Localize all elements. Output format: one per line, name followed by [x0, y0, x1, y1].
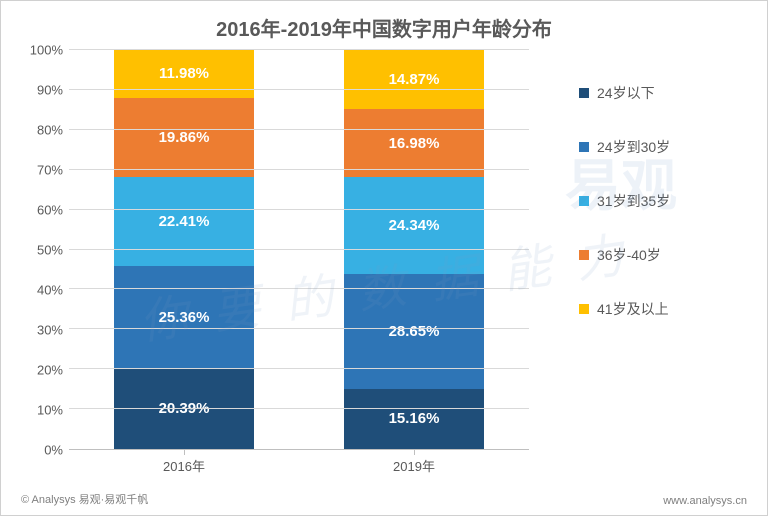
plot-row: 0%10%20%30%40%50%60%70%80%90%100% 20.39%…	[19, 50, 749, 450]
y-tick: 60%	[37, 203, 63, 218]
chart-title: 2016年-2019年中国数字用户年龄分布	[19, 13, 749, 42]
grid-line	[69, 288, 529, 289]
legend-item: 36岁-40岁	[579, 245, 749, 265]
x-axis: 2016年 2019年	[69, 456, 529, 475]
legend-label: 24岁以下	[597, 83, 655, 103]
legend-label: 41岁及以上	[597, 299, 669, 319]
y-tick: 20%	[37, 363, 63, 378]
x-tick: 2019年	[393, 456, 435, 475]
y-tick: 70%	[37, 163, 63, 178]
grid-line	[69, 328, 529, 329]
bar-segment: 16.98%	[344, 109, 484, 177]
grid-line	[69, 89, 529, 90]
legend-item: 41岁及以上	[579, 299, 749, 319]
bar-segment: 11.98%	[114, 50, 254, 98]
grid-line	[69, 249, 529, 250]
bar: 15.16%28.65%24.34%16.98%14.87%	[344, 50, 484, 449]
bar-segment: 24.34%	[344, 177, 484, 274]
legend-item: 31岁到35岁	[579, 191, 749, 211]
grid-line	[69, 169, 529, 170]
legend-label: 36岁-40岁	[597, 245, 661, 265]
y-tick: 40%	[37, 283, 63, 298]
y-tick: 0%	[44, 443, 63, 458]
footer-left: © Analysys 易观·易观千帆	[21, 491, 148, 507]
y-tick: 100%	[30, 43, 63, 58]
legend-swatch	[579, 250, 589, 260]
legend-label: 31岁到35岁	[597, 191, 670, 211]
bar-segment: 22.41%	[114, 177, 254, 266]
bar-segment: 28.65%	[344, 274, 484, 388]
x-tick: 2016年	[163, 456, 205, 475]
legend: 24岁以下 24岁到30岁 31岁到35岁 36岁-40岁 41岁及以上	[579, 63, 749, 319]
y-tick: 50%	[37, 243, 63, 258]
grid-line	[69, 368, 529, 369]
bar-segment: 15.16%	[344, 389, 484, 449]
bar-segment: 14.87%	[344, 50, 484, 109]
legend-swatch	[579, 142, 589, 152]
y-axis: 0%10%20%30%40%50%60%70%80%90%100%	[19, 50, 69, 450]
y-tick: 90%	[37, 83, 63, 98]
grid-line	[69, 49, 529, 50]
footer-right: www.analysys.cn	[663, 495, 747, 507]
grid-line	[69, 209, 529, 210]
y-tick: 10%	[37, 403, 63, 418]
plot-area: 20.39%25.36%22.41%19.86%11.98% 15.16%28.6…	[69, 50, 529, 450]
legend-swatch	[579, 88, 589, 98]
bar-segment: 19.86%	[114, 98, 254, 177]
legend-swatch	[579, 196, 589, 206]
legend-item: 24岁到30岁	[579, 137, 749, 157]
y-tick: 80%	[37, 123, 63, 138]
chart-container: 2016年-2019年中国数字用户年龄分布 0% 10% 20% 30% 40% 50% 6…	[19, 13, 749, 503]
bar: 20.39%25.36%22.41%19.86%11.98%	[114, 50, 254, 449]
y-tick: 30%	[37, 323, 63, 338]
legend-item: 24岁以下	[579, 83, 749, 103]
grid-line	[69, 408, 529, 409]
bar-segment: 25.36%	[114, 266, 254, 367]
legend-swatch	[579, 304, 589, 314]
legend-label: 24岁到30岁	[597, 137, 670, 157]
grid-line	[69, 129, 529, 130]
bars-layer: 20.39%25.36%22.41%19.86%11.98% 15.16%28.6…	[69, 50, 529, 449]
